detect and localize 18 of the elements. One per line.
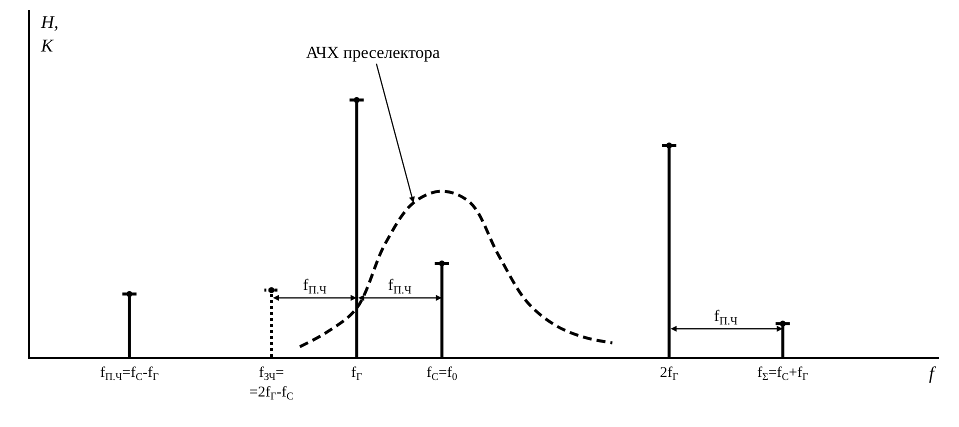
x-tick-label: f$_{С}$=f$_{0}$ — [426, 364, 458, 383]
point — [268, 287, 274, 294]
annotation: f$_{П.Ч}$ — [388, 277, 412, 296]
x-tick-label: f$_{Г}$ — [351, 364, 362, 383]
text: АЧХ преселектора — [306, 43, 440, 62]
x-tick-label: 2f$_{Г}$ — [660, 364, 678, 383]
y-axis-title: H, K — [40, 12, 58, 56]
point — [354, 96, 360, 103]
annotation: f$_{П.Ч}$ — [714, 308, 738, 328]
point — [780, 320, 786, 327]
x-tick-label: f$_{П.Ч}$=f$_{С}$-f$_{Г}$ — [100, 364, 159, 383]
annotation: f$_{П.Ч}$ — [303, 277, 326, 296]
point — [126, 291, 132, 298]
x-tick-label: f$_{ЗЧ}$= =2f$_{Г}$-f$_{С}$ — [249, 364, 294, 402]
point — [666, 142, 672, 148]
point — [438, 260, 445, 266]
x-axis-title: f — [929, 363, 937, 383]
x-tick-label: f$_{Σ}$=f$_{С}$+f$_{Г}$ — [757, 364, 808, 383]
